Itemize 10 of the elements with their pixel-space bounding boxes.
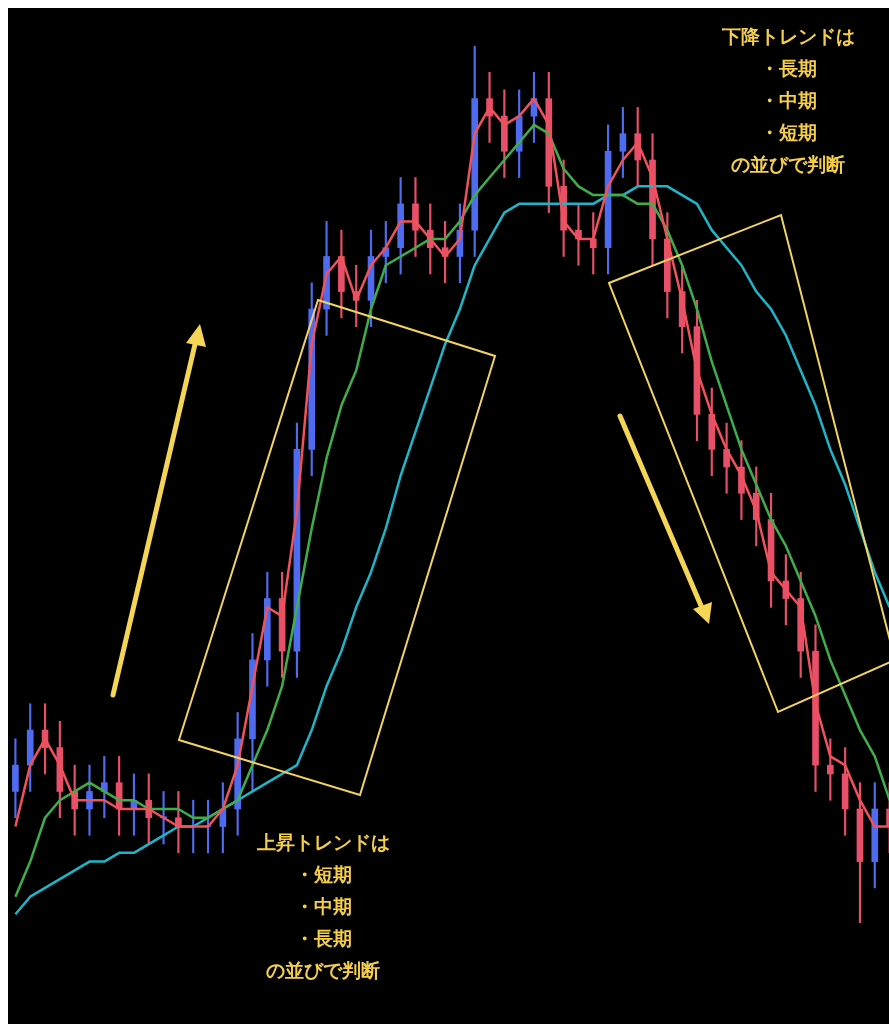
annotation: の並びで判断	[730, 152, 846, 177]
text: の並びで判断	[265, 958, 381, 983]
annotation: 下降トレンドは	[720, 24, 856, 49]
text: ・長期	[293, 926, 353, 951]
annotation: ・短期	[293, 862, 353, 887]
annotation: 上昇トレンドは	[255, 830, 391, 855]
annotation: ・中期	[758, 88, 818, 113]
annotation: ・中期	[293, 894, 353, 919]
annotation: ・長期	[758, 56, 818, 81]
annotation: ・短期	[758, 120, 818, 145]
